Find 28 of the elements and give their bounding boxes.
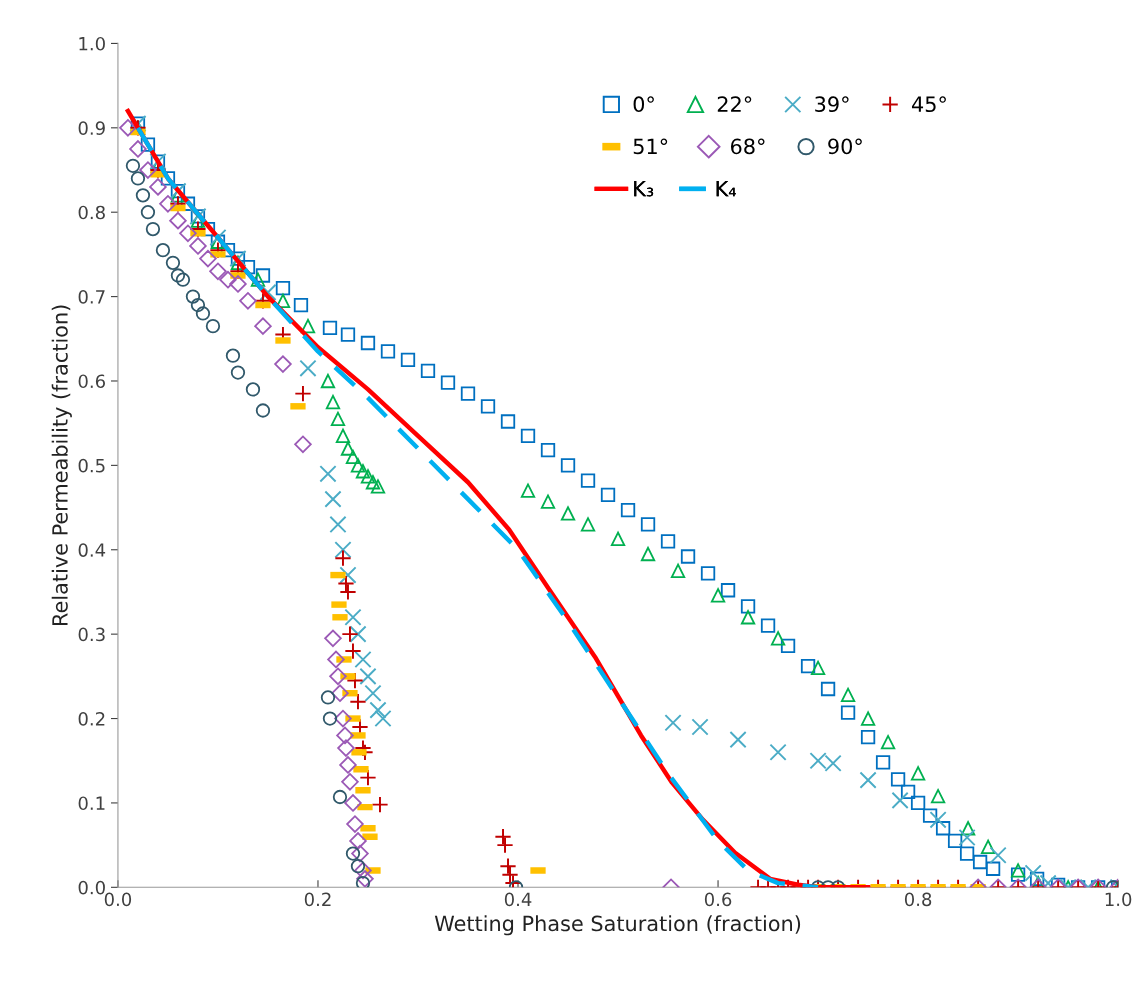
- legend-label: 68°: [730, 138, 765, 155]
- legend-label: K₄: [716, 180, 736, 197]
- x-axis-title: Wetting Phase Saturation (fraction): [434, 915, 801, 936]
- y-tick-label: 0.6: [78, 374, 105, 389]
- y-tick-label: 0.8: [78, 205, 105, 220]
- y-tick-label: 0.0: [78, 880, 105, 895]
- x-tick-label: 0.2: [304, 892, 331, 907]
- y-tick-label: 0.5: [78, 458, 105, 473]
- y-tick-label: 0.1: [78, 796, 105, 811]
- legend-label: 39°: [815, 96, 849, 113]
- legend-label: 22°: [717, 96, 752, 112]
- y-tick-label: 0.3: [78, 627, 105, 642]
- x-tick-label: 1.0: [1105, 892, 1132, 907]
- x-tick-label: 0.8: [904, 892, 932, 907]
- x-tick-label: 0.6: [704, 892, 732, 907]
- y-tick-label: 0.2: [78, 712, 105, 726]
- y-tick-label: 0.7: [78, 290, 105, 304]
- y-tick-label: 0.9: [78, 121, 105, 135]
- y-tick-label: 1.0: [79, 36, 105, 51]
- legend-label: 45°: [911, 96, 946, 113]
- legend-label: 0°: [633, 96, 654, 113]
- legend-label: 90°: [828, 138, 862, 155]
- legend-label: 51°: [633, 138, 668, 155]
- y-tick-label: 0.4: [78, 543, 106, 557]
- x-tick-label: 0.0: [104, 892, 132, 907]
- legend-label: K₃: [634, 180, 654, 197]
- x-tick-label: 0.4: [504, 892, 532, 907]
- y-axis-title: Relative Permeability (fraction): [51, 305, 72, 625]
